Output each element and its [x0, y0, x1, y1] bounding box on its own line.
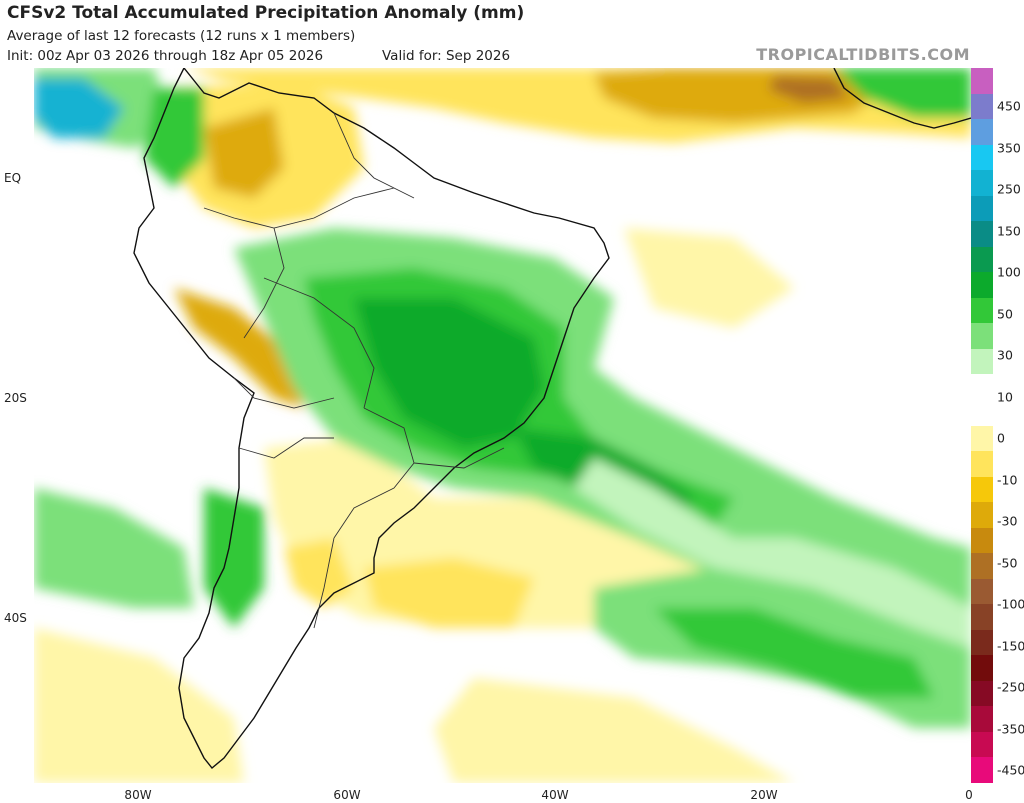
colorbar-label: 50 — [997, 306, 1013, 322]
colorbar-segment — [971, 680, 993, 707]
border-2 — [263, 277, 375, 409]
dry-core-south-atlantic — [364, 558, 534, 628]
map-title: CFSv2 Total Accumulated Precipitation An… — [7, 3, 525, 23]
lon-label-20w: 20W — [750, 788, 778, 802]
colorbar-label: -10 — [997, 472, 1018, 488]
colorbar-segment — [971, 68, 993, 95]
colorbar-segment — [971, 374, 993, 401]
colorbar-segment — [971, 144, 993, 171]
dry-core-colombia — [204, 108, 284, 198]
colorbar-segment — [971, 425, 993, 452]
map-canvas — [34, 68, 971, 783]
wet-south-atlantic-core — [654, 608, 934, 698]
border-1 — [203, 187, 395, 229]
lat-label-40s: 40S — [4, 611, 27, 625]
colorbar-segment — [971, 348, 993, 375]
dry-south-pacific — [34, 628, 244, 783]
colorbar-segment — [971, 195, 993, 222]
wet-north-colombia — [144, 88, 204, 188]
wet-pacific-south — [34, 488, 194, 608]
lat-label-20s: 20S — [4, 391, 27, 405]
border-8 — [233, 377, 335, 409]
border-9 — [413, 447, 505, 469]
brand-watermark[interactable]: TROPICALTIDBITS.COM — [756, 45, 970, 64]
colorbar-segment — [971, 246, 993, 273]
colorbar-label: 350 — [997, 140, 1021, 156]
wet-chile — [204, 488, 264, 628]
colorbar-label: -30 — [997, 513, 1018, 529]
map-subtitle: Average of last 12 forecasts (12 runs x … — [7, 28, 356, 44]
colorbar-segment — [971, 578, 993, 605]
colorbar-label: -350 — [997, 721, 1024, 737]
colorbar-label: -150 — [997, 638, 1024, 654]
colorbar-segment — [971, 221, 993, 248]
colorbar-segment — [971, 629, 993, 656]
colorbar-segment — [971, 119, 993, 146]
colorbar-segment — [971, 170, 993, 197]
border-3 — [333, 407, 415, 539]
colorbar-segment — [971, 604, 993, 631]
colorbar-segment — [971, 553, 993, 580]
colorbar-label: -450 — [997, 762, 1024, 778]
colorbar-segment — [971, 476, 993, 503]
wet-pacific-core — [34, 78, 124, 138]
country-borders — [203, 112, 505, 629]
south-america-coast — [133, 68, 610, 769]
light-wet-patches — [574, 458, 971, 648]
colorbar-label: -50 — [997, 555, 1018, 571]
colorbar-label: 450 — [997, 98, 1021, 114]
colorbar-segment — [971, 272, 993, 299]
colorbar-segment — [971, 93, 993, 120]
colorbar — [971, 68, 993, 784]
init-time: Init: 00z Apr 03 2026 through 18z Apr 05… — [7, 48, 324, 64]
border-4 — [313, 537, 335, 629]
precip-anomaly-map[interactable] — [34, 68, 971, 783]
africa-coast — [833, 68, 971, 129]
border-7 — [243, 227, 285, 339]
colorbar-label: 30 — [997, 347, 1013, 363]
border-5 — [238, 437, 334, 459]
colorbar-segment — [971, 451, 993, 478]
colorbar-label: 100 — [997, 264, 1021, 280]
wet-west-africa — [834, 68, 971, 118]
colorbar-label: 250 — [997, 181, 1021, 197]
colorbar-label: -250 — [997, 679, 1024, 695]
lat-label-eq: EQ — [4, 171, 22, 185]
dry-strong-north-atlantic — [769, 76, 849, 103]
lon-label-0: 0 — [965, 788, 973, 802]
colorbar-segment — [971, 527, 993, 554]
valid-time: Valid for: Sep 2026 — [382, 48, 511, 64]
dry-east-atlantic — [624, 228, 794, 328]
lon-label-80w: 80W — [124, 788, 152, 802]
border-6 — [333, 112, 415, 199]
lon-label-60w: 60W — [333, 788, 361, 802]
dry-core-argentina — [284, 538, 354, 608]
lon-label-40w: 40W — [541, 788, 569, 802]
dry-south-atlantic-far — [434, 678, 794, 783]
colorbar-segment — [971, 706, 993, 733]
colorbar-label: 10 — [997, 389, 1013, 405]
colorbar-segment — [971, 655, 993, 682]
colorbar-segment — [971, 297, 993, 324]
colorbar-segment — [971, 731, 993, 758]
continent-outline — [133, 68, 971, 769]
colorbar-label: 0 — [997, 430, 1005, 446]
wet-brazil-strong — [354, 298, 544, 448]
colorbar-segment — [971, 502, 993, 529]
colorbar-segment — [971, 757, 993, 784]
colorbar-segment — [971, 323, 993, 350]
colorbar-segment — [971, 399, 993, 426]
dry-andes-peru — [174, 288, 304, 408]
colorbar-label: 150 — [997, 223, 1021, 239]
anomaly-field — [34, 68, 971, 783]
colorbar-label: -100 — [997, 596, 1024, 612]
